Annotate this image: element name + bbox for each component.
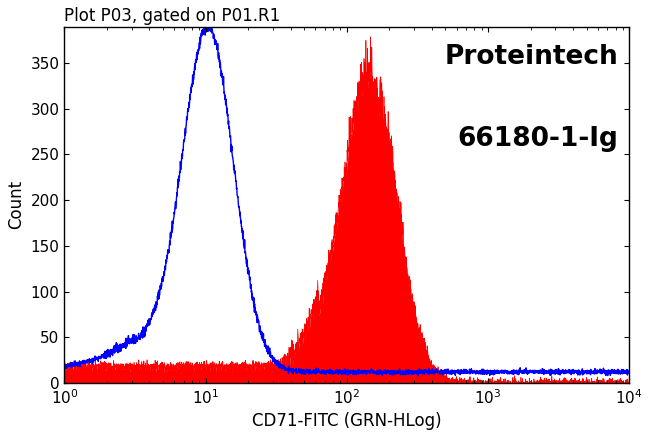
X-axis label: CD71-FITC (GRN-HLog): CD71-FITC (GRN-HLog) — [252, 412, 441, 430]
Text: Plot P03, gated on P01.R1: Plot P03, gated on P01.R1 — [64, 7, 281, 25]
Y-axis label: Count: Count — [7, 180, 25, 229]
Text: 66180-1-Ig: 66180-1-Ig — [457, 126, 618, 153]
Text: Proteintech: Proteintech — [444, 44, 618, 70]
